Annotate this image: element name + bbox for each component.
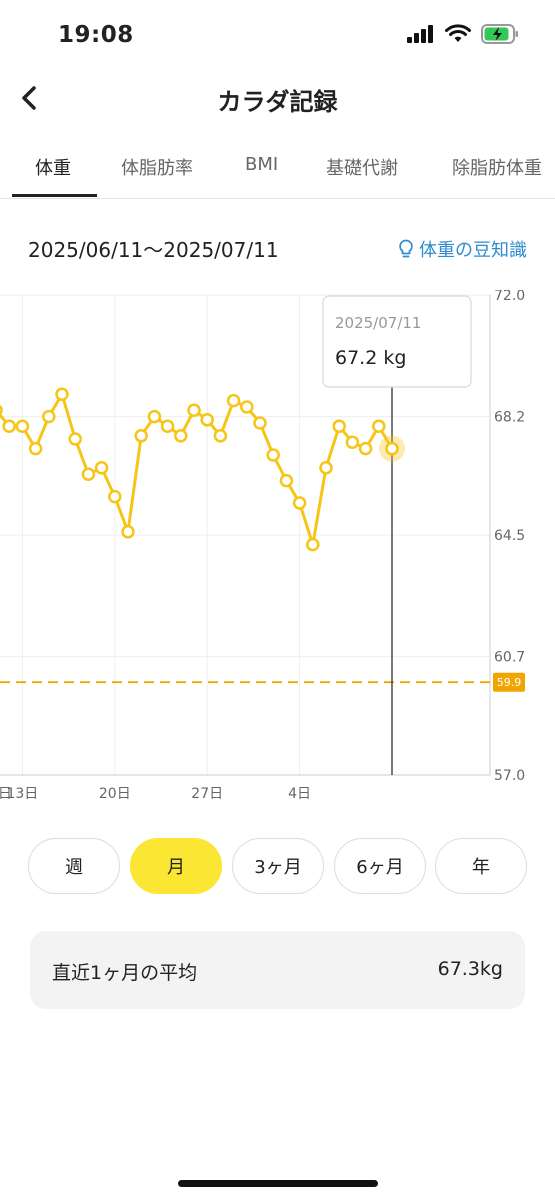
data-point[interactable]: [200, 413, 214, 427]
data-point[interactable]: [345, 435, 360, 449]
tab-indicator: [12, 194, 97, 197]
page-title: カラダ記録: [217, 88, 338, 116]
data-point[interactable]: [292, 496, 307, 510]
tooltip: 2025/07/11 67.2 kg: [322, 295, 472, 388]
data-point[interactable]: [279, 473, 294, 488]
status-bar: 19:08: [0, 0, 555, 70]
data-point[interactable]: [372, 419, 386, 433]
y-axis-ticks: 72.0 68.2 64.5 60.7 57.0: [494, 290, 525, 784]
period-selector: 週 月 3ヶ月 6ヶ月 年: [0, 838, 555, 896]
x-tick-label: 20日: [99, 786, 131, 802]
period-year-button[interactable]: 年: [435, 838, 527, 894]
period-6months-button[interactable]: 6ヶ月: [334, 838, 426, 894]
date-range: 2025/06/11〜2025/07/11: [28, 238, 279, 262]
weight-chart[interactable]: 72.0 68.2 64.5 60.7 57.0 13日 20日 27日 4日 11日 59.9…: [0, 290, 555, 810]
tab-bar: 体重 体脂肪率 BMI 基礎代謝 除脂肪体重: [0, 138, 555, 199]
data-point[interactable]: [385, 441, 399, 456]
data-point[interactable]: [42, 409, 56, 424]
data-point[interactable]: [94, 461, 109, 475]
y-tick-label: 68.2: [494, 410, 525, 426]
data-point[interactable]: [68, 432, 82, 446]
average-value: 67.3kg: [437, 958, 503, 980]
data-point[interactable]: [226, 393, 241, 408]
home-indicator[interactable]: [178, 1180, 378, 1187]
y-tick-label: 60.7: [494, 650, 525, 666]
y-tick-label: 72.0: [494, 290, 525, 304]
data-point[interactable]: [55, 387, 69, 401]
tab-basal-metabolism[interactable]: 基礎代謝: [326, 158, 398, 179]
data-point[interactable]: [306, 537, 320, 552]
data-point[interactable]: [160, 419, 175, 433]
x-tick-label: 11日: [0, 786, 12, 802]
data-point[interactable]: [147, 409, 162, 424]
chevron-left-icon: [22, 86, 36, 110]
y-tick-label: 64.5: [494, 528, 525, 544]
tooltip-date: 2025/07/11: [335, 314, 421, 332]
data-point[interactable]: [332, 419, 346, 433]
data-point[interactable]: [0, 404, 3, 416]
data-point[interactable]: [213, 429, 228, 443]
tooltip-box: [322, 295, 472, 388]
target-label: 59.9: [493, 672, 525, 692]
x-tick-label: 13日: [6, 786, 38, 802]
lightbulb-icon: [399, 239, 413, 258]
back-button[interactable]: [10, 78, 50, 118]
data-point[interactable]: [15, 419, 30, 433]
data-point[interactable]: [108, 489, 122, 504]
y-tick-label: 57.0: [494, 768, 525, 784]
data-point[interactable]: [121, 525, 135, 539]
average-label: 直近1ヶ月の平均: [52, 962, 198, 984]
battery-charging-icon: [481, 24, 518, 44]
weight-tips-label: 体重の豆知識: [419, 240, 527, 261]
data-point[interactable]: [28, 441, 43, 456]
data-point[interactable]: [358, 441, 373, 456]
tab-bmi[interactable]: BMI: [245, 154, 279, 175]
data-point[interactable]: [174, 429, 188, 443]
data-point[interactable]: [2, 419, 16, 433]
period-week-button[interactable]: 週: [28, 838, 120, 894]
status-icons: [407, 24, 519, 44]
data-point[interactable]: [319, 461, 333, 475]
wifi-icon: [445, 24, 471, 42]
tooltip-value: 67.2 kg: [335, 347, 406, 369]
status-time: 19:08: [58, 22, 134, 48]
period-3months-button[interactable]: 3ヶ月: [232, 838, 324, 894]
tab-body-fat[interactable]: 体脂肪率: [121, 158, 193, 179]
period-month-button[interactable]: 月: [130, 838, 222, 894]
target-label-bg: [493, 672, 525, 692]
data-points: [0, 387, 399, 552]
data-point[interactable]: [266, 448, 280, 462]
tab-lean-body-mass[interactable]: 除脂肪体重: [452, 158, 542, 179]
x-tick-label: 4日: [288, 786, 311, 802]
average-summary: 直近1ヶ月の平均 67.3kg: [30, 931, 525, 1009]
header: カラダ記録: [0, 70, 555, 128]
data-point[interactable]: [134, 429, 148, 443]
cellular-signal-icon: [407, 25, 433, 43]
tab-weight[interactable]: 体重: [35, 158, 71, 179]
x-axis-ticks: 13日 20日 27日 4日 11日: [0, 786, 311, 802]
x-tick-label: 27日: [191, 786, 223, 802]
data-point[interactable]: [253, 416, 267, 430]
data-point[interactable]: [81, 467, 96, 481]
target-label-text: 59.9: [497, 676, 522, 689]
weight-tips-link[interactable]: 体重の豆知識: [398, 236, 527, 262]
data-point[interactable]: [240, 400, 254, 414]
data-point[interactable]: [187, 403, 201, 417]
